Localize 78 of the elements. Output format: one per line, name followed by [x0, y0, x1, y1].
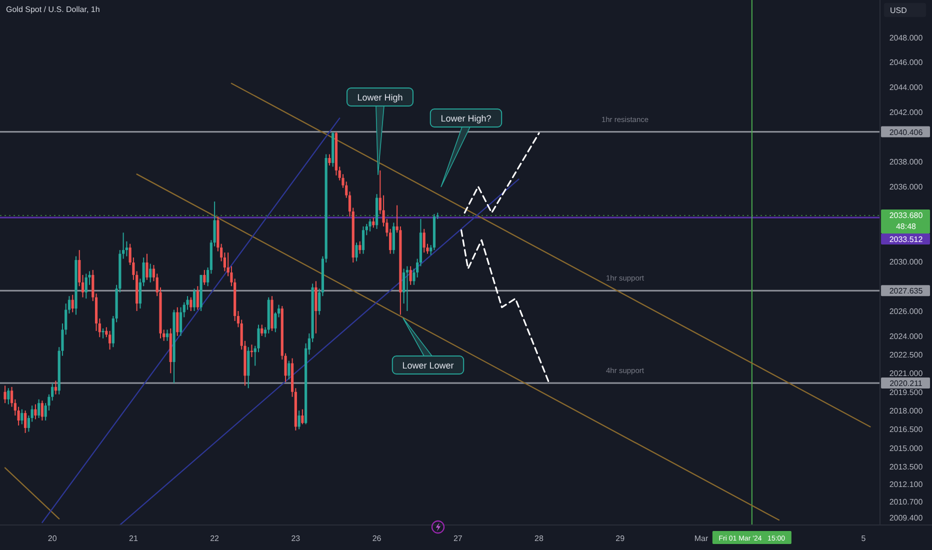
candlestick — [84, 273, 88, 300]
x-tick-label: 21 — [129, 534, 138, 543]
x-tick-label: 5 — [861, 534, 866, 543]
y-tick-label: 2015.000 — [889, 444, 924, 453]
y-tick-label: 2010.700 — [889, 497, 924, 506]
y-tick-label: 2026.000 — [889, 307, 924, 316]
candlestick — [372, 217, 375, 228]
x-tick-label: 23 — [291, 534, 301, 543]
candlestick — [4, 385, 6, 404]
candlestick — [102, 328, 104, 339]
candlestick — [24, 410, 27, 434]
candlestick — [406, 266, 409, 312]
line-series — [460, 229, 550, 384]
y-tick-label: 2018.000 — [889, 406, 924, 416]
x-tick-label: 28 — [534, 534, 544, 543]
y-tick-label: 2046.000 — [889, 58, 924, 68]
text: 48:48 — [896, 222, 917, 231]
candlestick — [40, 400, 44, 421]
x-tick-label: 29 — [616, 534, 626, 543]
candlestick — [190, 296, 192, 312]
y-tick-label: 2038.000 — [889, 158, 924, 167]
candlestick — [146, 253, 148, 280]
y-tick-label: 2013.500 — [889, 462, 924, 472]
y-tick-label: 2016.500 — [889, 425, 924, 434]
x-tick-label: 22 — [210, 534, 220, 543]
candlestick — [71, 294, 74, 313]
candlestick — [355, 242, 358, 262]
candlestick — [422, 228, 426, 254]
y-axis-title: USD — [890, 6, 908, 15]
annotation: Lower High? — [440, 114, 492, 124]
x-tick-label: 20 — [48, 534, 58, 543]
y-tick-label: 2044.000 — [889, 83, 924, 92]
y-tick-label: 2022.500 — [889, 350, 924, 360]
candlestick — [301, 408, 304, 425]
candlestick — [328, 154, 331, 166]
candlestick — [298, 410, 300, 430]
candlestick — [192, 288, 196, 312]
y-tick-label: 2009.400 — [889, 514, 924, 523]
x-tick-label: 27 — [453, 534, 463, 543]
candlestick — [166, 329, 169, 342]
x-tick-label: 26 — [372, 534, 382, 543]
candlestick — [149, 263, 152, 283]
y-tick-label: 2036.000 — [889, 182, 924, 192]
ref-line-label: 2027.635 — [889, 286, 924, 296]
candlestick — [20, 408, 24, 425]
y-tick-label: 2012.100 — [889, 480, 924, 489]
candlestick — [362, 226, 365, 254]
annotation: Lower High — [357, 92, 403, 102]
y-tick-label: 2042.000 — [889, 108, 924, 117]
candlestick — [38, 398, 40, 419]
y-tick-label: 2021.000 — [889, 369, 924, 378]
y-tick-label: 2024.000 — [889, 332, 924, 341]
ref-line-label: 2040.406 — [889, 128, 924, 137]
candlestick — [368, 218, 372, 232]
candlestick — [274, 312, 277, 333]
candlestick — [108, 330, 112, 350]
candlestick — [392, 222, 395, 254]
candlestick — [7, 388, 10, 405]
candlestick — [314, 280, 318, 334]
x-tick-label: Mar — [694, 534, 708, 543]
candlestick — [409, 266, 412, 286]
ref-line-label: 2033.680 — [889, 210, 924, 220]
y-tick-label: 2019.500 — [889, 388, 924, 397]
candlestick — [358, 240, 362, 254]
candlestick — [34, 404, 37, 420]
candlestick — [288, 360, 290, 380]
candlestick — [203, 269, 206, 286]
y-tick-label: 2030.000 — [889, 257, 924, 266]
candlestick — [176, 306, 179, 336]
ref-line-label: 2020.211 — [890, 379, 923, 388]
candlestick — [196, 286, 199, 310]
candlestick — [179, 306, 182, 336]
annotation: Lower Lower — [402, 360, 454, 370]
candlestick — [260, 324, 264, 336]
ref-line-label: 2033.512 — [889, 234, 924, 244]
y-tick-label: 2048.000 — [889, 33, 924, 42]
candlestick — [54, 380, 58, 395]
text: Gold Spot / U.S. Dollar, 1h — [6, 5, 100, 14]
